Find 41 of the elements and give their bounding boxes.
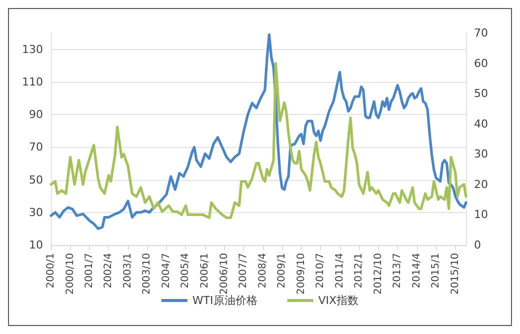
x-tick-label: 2005/4	[180, 253, 192, 288]
legend-label: VIX指数	[318, 294, 359, 307]
x-tick-label: 2001/7	[84, 253, 95, 288]
y-tick-label: 110	[22, 75, 43, 88]
y-tick-label: 50	[29, 173, 43, 186]
x-tick-label: 2010/7	[314, 253, 326, 288]
x-tick-label: 2007/7	[238, 253, 249, 288]
x-tick-label: 2000/10	[64, 253, 76, 295]
y2-tick-label: 70	[474, 26, 488, 40]
x-tick-label: 2004/7	[160, 253, 172, 288]
x-tick-label: 2013/7	[392, 253, 404, 288]
legend-label: WTI原油价格	[192, 294, 258, 307]
line-series	[50, 33, 468, 230]
y-tick-label: 30	[29, 206, 43, 219]
x-tick-label: 2009/1	[276, 253, 288, 288]
x-tick-label: 2012/10	[372, 253, 384, 295]
y2-tick-label: 60	[474, 56, 488, 70]
x-tick-label: 2003/10	[142, 253, 153, 295]
x-tick-label: 2012/1	[354, 253, 365, 288]
x-tick-label: 2009/10	[296, 253, 307, 295]
x-tick-label: 2000/1	[46, 253, 56, 288]
y2-tick-label: 0	[474, 238, 481, 252]
line-series	[50, 62, 468, 220]
y2-tick-label: 20	[474, 178, 488, 191]
y2-tick-label: 30	[474, 148, 488, 161]
x-tick-label: 2002/4	[103, 253, 114, 288]
x-tick-label: 2011/4	[334, 253, 346, 288]
y2-tick-label: 40	[474, 117, 488, 130]
x-tick-label: 2006/1	[200, 253, 211, 288]
y-tick-label: 10	[29, 238, 43, 252]
y2-tick-label: 50	[474, 87, 488, 100]
x-tick-label: 2015/10	[450, 253, 461, 295]
x-tick-label: 2003/1	[122, 253, 134, 288]
x-tick-label: 2006/10	[218, 253, 230, 295]
y-tick-label: 70	[29, 140, 43, 154]
x-tick-label: 2008/4	[257, 253, 268, 288]
y2-tick-label: 10	[474, 208, 488, 222]
y-tick-label: 130	[22, 42, 43, 56]
x-tick-label: 2014/4	[411, 253, 422, 288]
x-tick-label: 2015/1	[430, 253, 442, 288]
y-tick-label: 90	[29, 108, 43, 122]
